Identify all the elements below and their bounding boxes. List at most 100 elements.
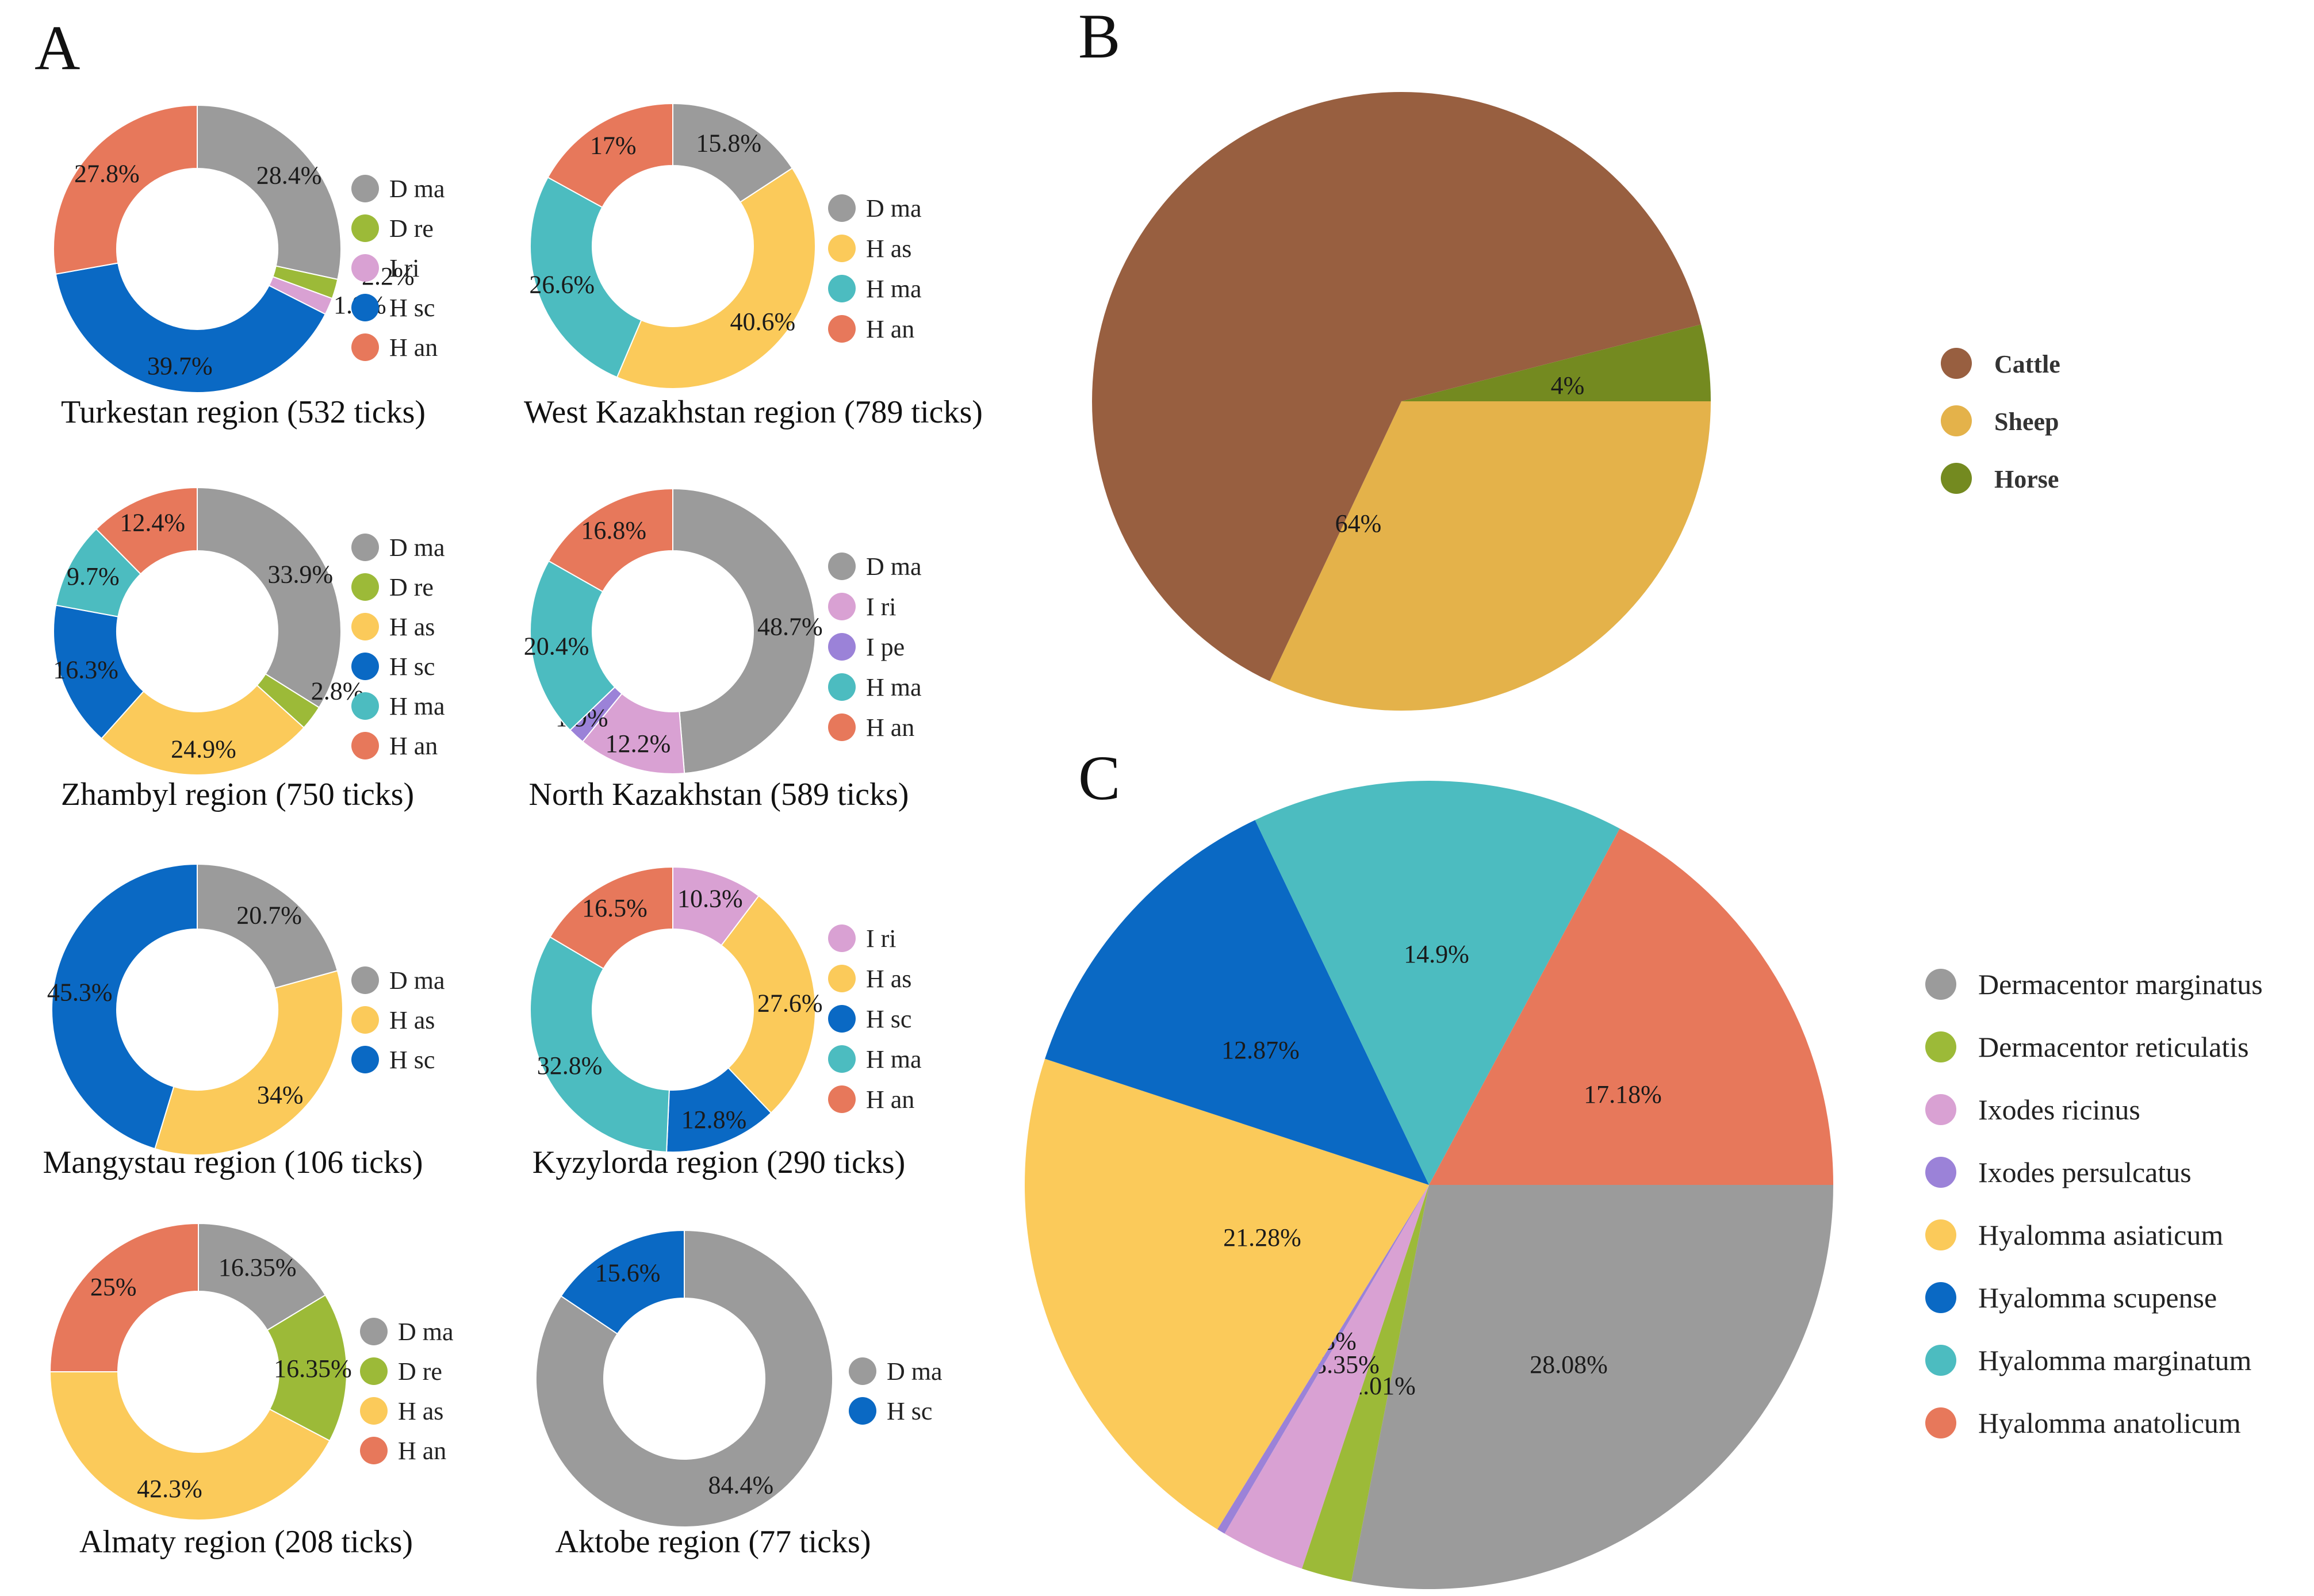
legend-marker-kyzylorda-h-ma — [828, 1045, 856, 1073]
slice-label-zhambyl-d-ma: 33.9% — [268, 561, 334, 589]
slice-species-i-ri — [1224, 1185, 1429, 1569]
slice-label-kyzylorda-i-ri: 10.3% — [677, 885, 743, 913]
slice-label-kyzylorda-h-as: 27.6% — [757, 989, 823, 1017]
legend-marker-almaty-h-as — [360, 1397, 388, 1425]
legend-marker-mangystau-h-sc — [351, 1046, 379, 1073]
slice-north-kazakhstan-h-an — [547, 488, 673, 593]
legend-label-kyzylorda-h-an: H an — [866, 1085, 914, 1114]
slice-almaty-d-ma — [198, 1222, 327, 1331]
slice-hosts-horse — [1401, 324, 1711, 401]
legend-label-mangystau-d-ma: D ma — [389, 966, 445, 995]
slice-label-west-kazakhstan-d-ma: 15.8% — [696, 129, 761, 158]
slice-west-kazakhstan-h-ma — [530, 177, 642, 378]
slice-label-zhambyl-h-an: 12.4% — [120, 508, 185, 536]
donut-mangystau: 20.7% 34% 45.3% D ma H as H sc Mangystau regio… — [43, 863, 445, 1180]
slice-zhambyl-h-sc — [53, 604, 145, 739]
slice-species-h-an — [1429, 828, 1833, 1185]
legend-label-zhambyl-h-an: H an — [389, 732, 438, 760]
slice-mangystau-h-as — [154, 970, 343, 1156]
slice-label-species-d-ma: 28.08% — [1530, 1351, 1608, 1379]
legend-label-west-kazakhstan-h-as: H as — [866, 235, 911, 263]
slice-label-kyzylorda-h-ma: 32.8% — [537, 1052, 603, 1080]
legend-marker-turkestan-d-ma — [351, 175, 379, 202]
legend-label-zhambyl-h-ma: H ma — [389, 692, 445, 720]
caption-almaty: Almaty region (208 ticks) — [79, 1524, 413, 1560]
legend-label-aktobe-h-sc: H sc — [887, 1397, 932, 1425]
slice-species-h-sc — [1045, 820, 1429, 1185]
legend-marker-turkestan-i-ri — [351, 254, 379, 282]
legend-label-hosts-cattle: Cattle — [1994, 350, 2060, 378]
legend-marker-turkestan-h-an — [351, 333, 379, 361]
legend-label-zhambyl-h-as: H as — [389, 613, 435, 641]
slice-label-species-h-an: 17.18% — [1584, 1080, 1662, 1108]
slice-west-kazakhstan-h-as — [616, 167, 816, 389]
slice-hosts-sheep — [1269, 401, 1711, 711]
legend-label-species-h-ma: Hyalomma marginatum — [1978, 1344, 2251, 1376]
slice-label-north-kazakhstan-h-an: 16.8% — [581, 516, 646, 544]
slice-label-west-kazakhstan-h-as: 40.6% — [730, 308, 796, 336]
legend-label-hosts-sheep: Sheep — [1994, 408, 2059, 436]
legend-marker-species-i-pe — [1925, 1157, 1956, 1188]
slice-mangystau-h-sc — [51, 863, 198, 1150]
caption-north-kazakhstan: North Kazakhstan (589 ticks) — [529, 777, 909, 812]
legend-label-turkestan-i-ri: I ri — [389, 254, 420, 282]
legend-label-mangystau-h-as: H as — [389, 1006, 435, 1034]
slice-label-almaty-h-an: 25% — [90, 1273, 137, 1301]
legend-label-north-kazakhstan-i-pe: I pe — [866, 633, 905, 661]
legend-marker-aktobe-d-ma — [849, 1357, 876, 1385]
charts-layer: 28.4%2.2%1.9%39.7%27.8%D maD reI riH scH… — [43, 91, 2263, 1589]
caption-aktobe: Aktobe region (77 ticks) — [555, 1524, 871, 1560]
slice-zhambyl-d-ma — [197, 486, 342, 709]
slice-almaty-h-as — [49, 1371, 331, 1521]
legend-marker-west-kazakhstan-h-ma — [828, 275, 856, 302]
panel-letter-b: B — [1078, 1, 1120, 71]
legend-label-species-i-pe: Ixodes persulcatus — [1978, 1156, 2192, 1188]
slice-north-kazakhstan-h-ma — [529, 560, 616, 731]
legend-label-kyzylorda-h-as: H as — [866, 965, 911, 993]
slice-north-kazakhstan-d-ma — [672, 488, 816, 774]
legend-label-hosts-horse: Horse — [1994, 465, 2059, 493]
legend-marker-almaty-d-ma — [360, 1318, 388, 1345]
slice-zhambyl-h-an — [95, 486, 198, 575]
legend-marker-north-kazakhstan-h-an — [828, 713, 856, 741]
slice-kyzylorda-h-ma — [530, 936, 670, 1153]
slice-hosts-cattle — [1091, 91, 1702, 681]
legend-marker-kyzylorda-i-ri — [828, 924, 856, 952]
slice-label-west-kazakhstan-h-ma: 26.6% — [529, 271, 595, 299]
legend-label-species-h-an: Hyalomma anatolicum — [1978, 1407, 2241, 1439]
slice-species-d-ma — [1351, 1185, 1833, 1589]
legend-label-west-kazakhstan-h-an: H an — [866, 315, 914, 343]
legend-label-mangystau-h-sc: H sc — [389, 1046, 435, 1074]
slice-label-north-kazakhstan-h-ma: 20.4% — [524, 632, 589, 661]
slice-turkestan-d-ma — [197, 104, 342, 281]
legend-label-almaty-d-re: D re — [398, 1357, 442, 1386]
slice-label-almaty-d-re: 16.35% — [274, 1355, 352, 1383]
legend-label-species-d-re: Dermacentor reticulatis — [1978, 1031, 2249, 1063]
legend-label-zhambyl-d-re: D re — [389, 573, 434, 601]
caption-zhambyl: Zhambyl region (750 ticks) — [61, 777, 414, 812]
legend-label-turkestan-h-sc: H sc — [389, 294, 435, 322]
slice-turkestan-h-sc — [55, 262, 327, 393]
slice-turkestan-h-an — [53, 104, 198, 275]
slice-almaty-d-re — [266, 1294, 347, 1442]
legend-label-kyzylorda-h-sc: H sc — [866, 1005, 911, 1033]
slice-label-kyzylorda-h-sc: 12.8% — [681, 1106, 747, 1134]
donut-zhambyl: 33.9%2.8%24.9%16.3%9.7%12.4%D maD reH as… — [53, 486, 445, 812]
legend-marker-north-kazakhstan-d-ma — [828, 553, 856, 580]
legend-marker-hosts-horse — [1941, 463, 1972, 494]
slice-label-species-h-sc: 12.87% — [1221, 1036, 1300, 1064]
legend-marker-hosts-sheep — [1941, 405, 1972, 436]
legend-marker-kyzylorda-h-sc — [828, 1005, 856, 1033]
legend-marker-turkestan-h-sc — [351, 294, 379, 321]
legend-label-almaty-h-as: H as — [398, 1397, 443, 1425]
slice-label-zhambyl-h-sc: 16.3% — [53, 655, 118, 684]
legend-label-turkestan-h-an: H an — [389, 333, 438, 362]
donut-west-kazakhstan: 15.8% 40.6% 26.6% 17% D ma H as H ma H an West K… — [524, 102, 983, 430]
legend-marker-mangystau-d-ma — [351, 966, 379, 994]
legend-label-almaty-d-ma: D ma — [398, 1318, 454, 1346]
slice-label-mangystau-h-sc: 45.3% — [47, 979, 113, 1007]
legend-marker-almaty-d-re — [360, 1357, 388, 1385]
slice-aktobe-h-sc — [560, 1229, 685, 1335]
legend-label-turkestan-d-re: D re — [389, 214, 434, 243]
